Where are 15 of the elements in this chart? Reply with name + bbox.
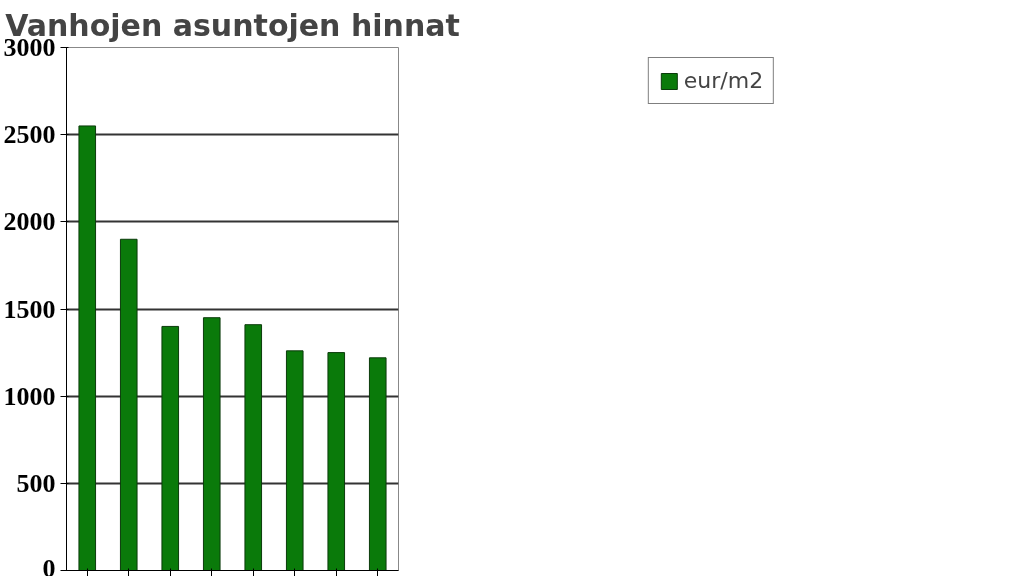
bar bbox=[368, 357, 387, 571]
bar bbox=[78, 125, 97, 571]
bar bbox=[119, 238, 138, 571]
bar bbox=[244, 324, 263, 571]
y-tick-label: 1500 bbox=[3, 294, 56, 324]
bar bbox=[285, 350, 304, 571]
legend-label: eur/m2 bbox=[683, 68, 764, 93]
y-tick-label: 2000 bbox=[3, 207, 56, 237]
bar bbox=[327, 352, 346, 571]
bar bbox=[202, 317, 221, 571]
y-tick-label: 0 bbox=[42, 553, 56, 576]
y-tick-label: 1000 bbox=[3, 381, 56, 411]
y-tick-label: 500 bbox=[16, 468, 56, 498]
bar bbox=[161, 325, 180, 571]
y-tick-label: 2500 bbox=[3, 120, 56, 150]
